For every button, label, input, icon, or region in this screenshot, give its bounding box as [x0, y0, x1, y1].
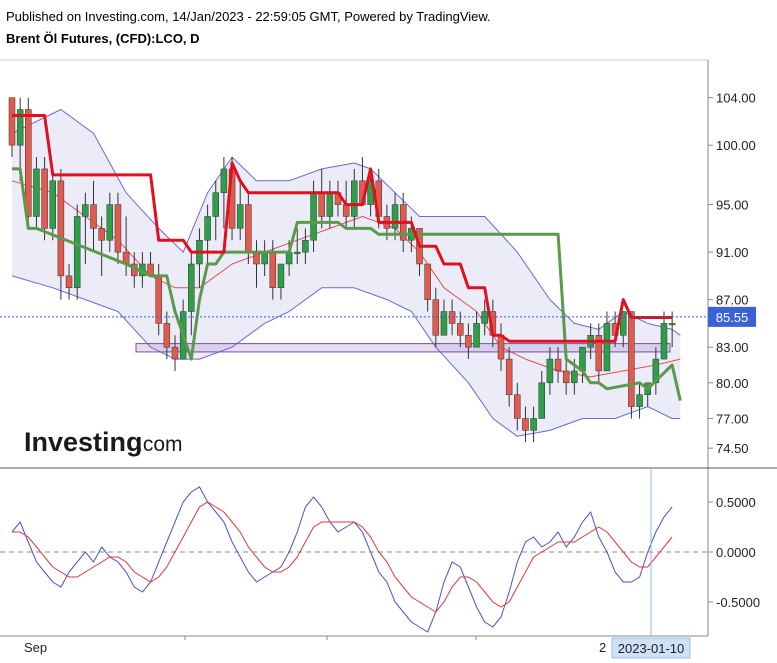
candle-body	[98, 228, 105, 241]
bollinger-fill	[12, 109, 681, 437]
candle-body	[620, 311, 627, 336]
candle-body	[514, 394, 521, 419]
osc-tick-label: 0.5000	[716, 495, 756, 510]
candle-body	[302, 239, 309, 253]
candle-body	[25, 109, 32, 217]
candle-body	[481, 311, 488, 324]
candle-body	[326, 192, 334, 217]
main-pane	[0, 97, 708, 443]
supertrend-line	[12, 114, 673, 343]
support-zone	[135, 343, 671, 353]
candle-body	[204, 216, 211, 241]
candle-body	[65, 275, 73, 289]
time-tick-label: 2	[599, 640, 606, 655]
candle-body	[106, 204, 114, 241]
current-price-badge	[708, 306, 756, 327]
candle-body	[261, 251, 268, 265]
bollinger-lower	[11, 275, 681, 437]
crosshair-date-label: 2023-01-10	[618, 641, 685, 656]
candle-body	[41, 168, 48, 229]
candle-body	[668, 323, 676, 326]
candle-body	[457, 323, 464, 336]
crosshair-date-badge	[611, 637, 691, 659]
candle-body	[571, 370, 578, 384]
candle-body	[595, 335, 603, 372]
oscillator-pane	[0, 468, 708, 636]
candle-body	[391, 204, 399, 229]
price-tick-label: 83.00	[716, 340, 749, 355]
candle-body	[318, 192, 325, 217]
candle-body	[562, 370, 570, 384]
candle-body	[603, 323, 611, 372]
candle-body	[497, 335, 505, 360]
candle-body	[57, 180, 65, 277]
stop-line	[12, 167, 682, 401]
candle-body	[522, 418, 529, 431]
candle-body	[33, 168, 40, 217]
candle-body	[342, 204, 350, 217]
price-tick-label: 74.50	[716, 441, 749, 456]
candle-body	[310, 192, 317, 241]
candle-body	[473, 323, 480, 348]
candle-body	[114, 204, 122, 253]
candle-body	[8, 97, 16, 146]
instrument-title: Brent Öl Futures, (CFD):LCO, D	[6, 31, 200, 46]
candle-body	[636, 394, 643, 407]
candle-body	[424, 263, 431, 300]
price-tick-label: 100.00	[716, 138, 756, 153]
candle-body	[660, 323, 668, 360]
investing-logo: Investing .com	[24, 427, 183, 457]
oscillator-signal-line	[12, 501, 673, 613]
candle-body	[465, 335, 472, 348]
published-notice: Published on Investing.com, 14/Jan/2023 …	[6, 9, 491, 24]
candle-body	[245, 204, 252, 253]
candle-body	[16, 109, 24, 146]
candle-body	[90, 204, 97, 229]
candle-body	[220, 168, 228, 193]
oscillator-main-line	[11, 486, 673, 633]
candle-body	[538, 382, 545, 419]
price-tick-label: 87.00	[716, 293, 749, 308]
axes: 85.55 104.00 100.00 95.00 91.00 87.00 83.00 80.…	[24, 91, 760, 659]
price-tick-label: 77.00	[716, 411, 749, 426]
candle-body	[171, 346, 179, 360]
candle-body	[82, 204, 89, 217]
candle-body	[628, 311, 635, 407]
candle-body	[440, 311, 448, 336]
price-tick-label: 91.00	[716, 245, 749, 260]
candle-body	[73, 216, 81, 289]
candle-body	[163, 323, 171, 348]
current-price-label: 85.55	[716, 310, 749, 325]
candle-body	[294, 251, 301, 254]
time-tick-label: Sep	[24, 640, 47, 655]
candle-body	[236, 204, 244, 229]
candle-body	[269, 251, 277, 289]
candle-body	[277, 263, 285, 289]
price-tick-label: 95.00	[716, 198, 749, 213]
candle-body	[155, 275, 162, 324]
candle-body	[579, 346, 586, 372]
osc-tick-label: 0.0000	[716, 545, 756, 560]
candle-body	[285, 251, 293, 265]
candle-body	[448, 311, 456, 324]
candle-body	[530, 418, 537, 431]
candle-body	[253, 251, 260, 265]
candle-body	[546, 358, 554, 384]
candle-body	[505, 358, 513, 395]
osc-tick-label: -0.5000	[716, 595, 760, 610]
logo-brand: Investing	[24, 427, 143, 457]
candle-body	[188, 263, 195, 312]
candle-body	[212, 192, 219, 217]
candle-body	[351, 180, 358, 217]
candle-body	[554, 358, 562, 372]
candle-body	[49, 180, 56, 229]
candle-body	[432, 299, 440, 336]
logo-suffix: .com	[137, 433, 183, 456]
price-tick-label: 80.00	[716, 376, 749, 391]
price-tick-label: 104.00	[716, 91, 756, 106]
